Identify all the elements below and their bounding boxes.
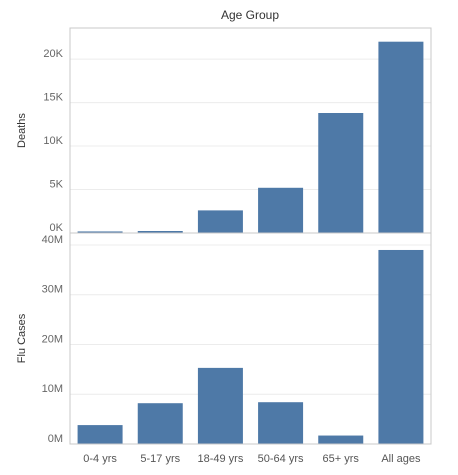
y-tick-label: 10M [42, 383, 63, 395]
bar-5-17 yrs [137, 403, 183, 444]
x-axis: 0-4 yrs 5-17 yrs 18-49 yrs 50-64 yrs 65+ yrs… [83, 453, 421, 465]
y-tick-label: 5K [50, 179, 64, 191]
bar-All ages [378, 41, 424, 234]
x-tick-label: 65+ yrs [323, 453, 360, 465]
y-tick-label: 0K [50, 222, 64, 234]
y-tick-label: 15K [43, 92, 63, 104]
bar-18-49 yrs [197, 367, 243, 444]
bar-0-4 yrs [77, 231, 123, 233]
x-tick-label: 0-4 yrs [83, 453, 117, 465]
bar-All ages [378, 249, 424, 444]
bar-0-4 yrs [77, 425, 123, 444]
bar-18-49 yrs [197, 210, 243, 233]
x-tick-label: 5-17 yrs [140, 453, 180, 465]
y-tick-label: 20K [43, 48, 63, 60]
x-tick-label: 18-49 yrs [197, 453, 243, 465]
bar-50-64 yrs [258, 402, 304, 444]
column-header: Age Group [221, 8, 279, 22]
y-tick-label: 30M [42, 284, 63, 296]
y-tick-label: 0M [48, 433, 63, 445]
panel-0: 0K 5K 10K 15K 20K Deaths [16, 27, 432, 234]
bar-50-64 yrs [258, 187, 304, 233]
panel-1: 0M 10M 20M 30M 40M Flu Cases [16, 232, 432, 445]
x-tick-label: All ages [381, 453, 421, 465]
y-axis-title: Flu Cases [16, 313, 28, 363]
panel-frame [69, 232, 432, 445]
x-tick-label: 50-64 yrs [258, 453, 304, 465]
bar-5-17 yrs [137, 231, 183, 233]
bar-65+ yrs [318, 435, 364, 444]
y-tick-label: 20M [42, 333, 63, 345]
y-tick-label: 10K [43, 135, 63, 147]
y-tick-label: 40M [42, 234, 63, 246]
chart-panels: 0K 5K 10K 15K 20K Deaths 0M 10M 20M 30M 40M Flu Cas… [16, 27, 432, 445]
bar-65+ yrs [318, 113, 364, 233]
y-axis-title: Deaths [16, 113, 28, 148]
